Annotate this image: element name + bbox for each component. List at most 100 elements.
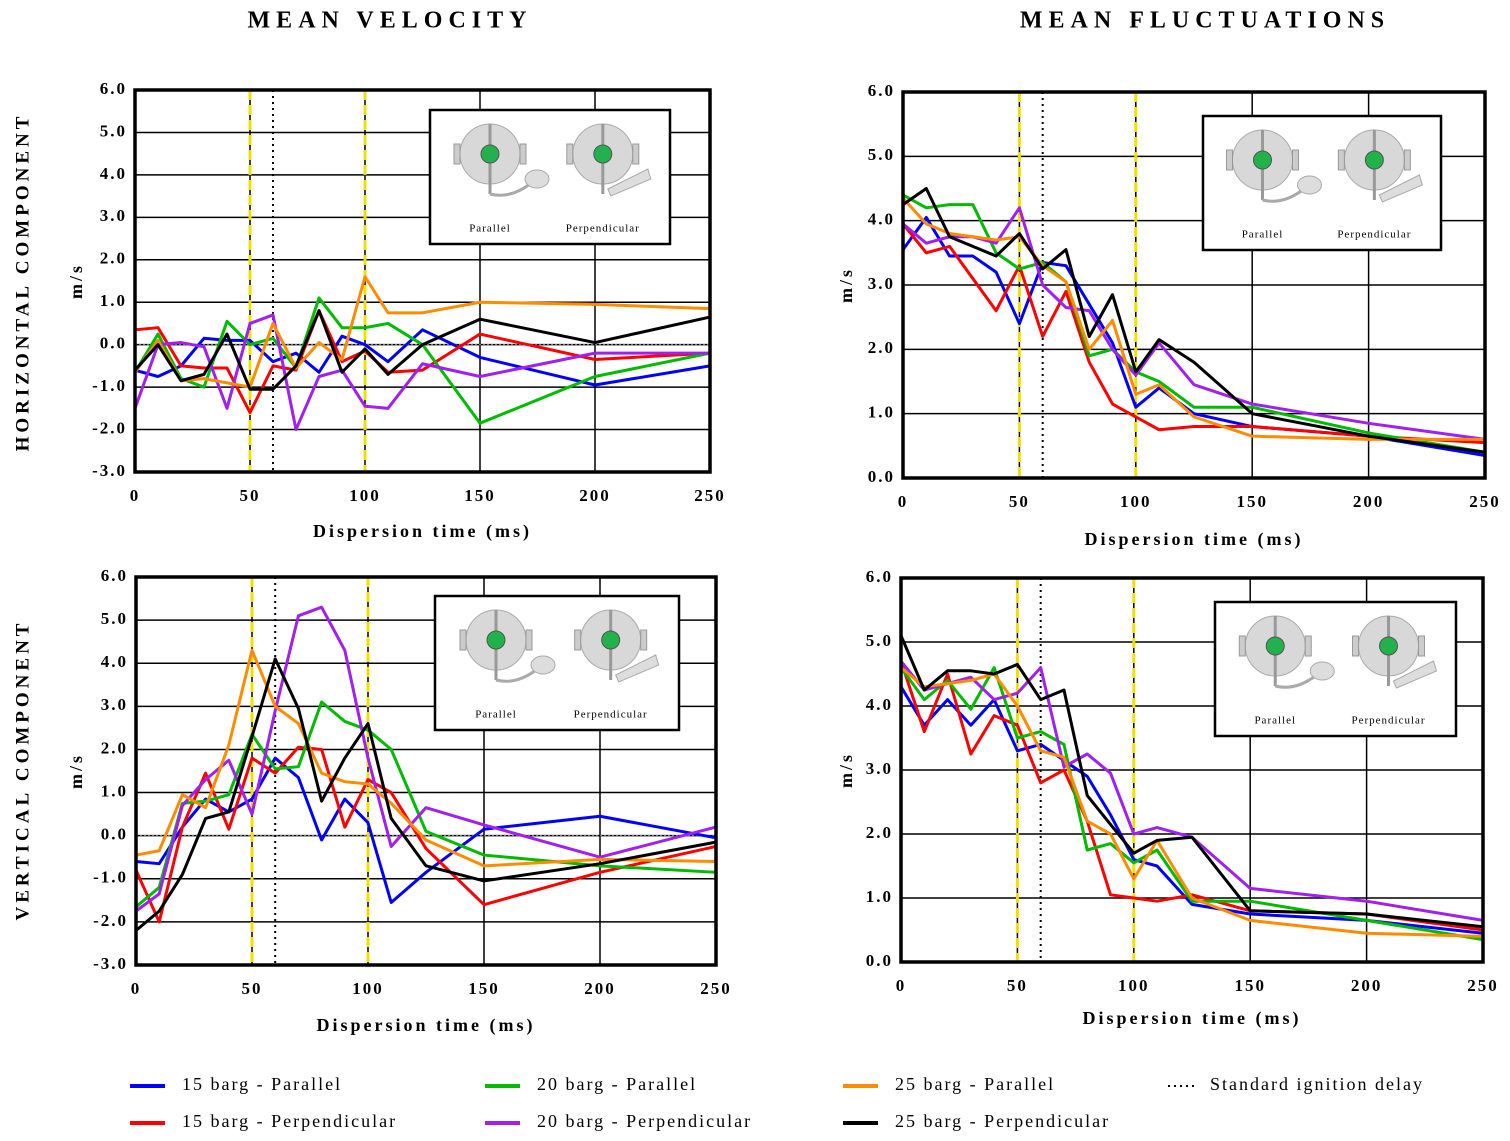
inset-port [1352, 635, 1360, 657]
series-line [133, 275, 711, 389]
x-tick-label: 0 [130, 486, 141, 505]
y-tick-label: 0.0 [101, 825, 128, 844]
legend-label: 20 barg - Parallel [537, 1074, 697, 1094]
x-axis-label: Dispersion time (ms) [1083, 1008, 1302, 1029]
series-line [133, 309, 711, 391]
inset-label: Parallel [475, 709, 517, 721]
inset-label: Parallel [1242, 229, 1284, 241]
plot-frame [133, 88, 712, 474]
inset-port [1403, 149, 1411, 171]
y-tick-label: 5.0 [868, 145, 895, 164]
inset-arm [1378, 174, 1423, 203]
legend-label: 15 barg - Parallel [182, 1074, 342, 1094]
inset-nozzle [486, 630, 506, 650]
inset-port [525, 629, 533, 651]
series-line [901, 215, 1486, 457]
y-tick-label: 5.0 [100, 121, 127, 140]
inset-label: Perpendicular [566, 223, 640, 235]
series-line [134, 328, 711, 387]
inset-port [453, 143, 461, 165]
y-tick-label: 4.0 [101, 652, 128, 671]
y-axis-label: m/s [836, 267, 856, 303]
legend-label: 20 barg - Perpendicular [537, 1111, 752, 1131]
inset-label: Perpendicular [574, 709, 648, 721]
legend-label: 15 barg - Perpendicular [182, 1111, 397, 1131]
inset-nozzle [1265, 636, 1285, 656]
plot-frame [134, 575, 718, 967]
y-tick-label: 0.0 [868, 467, 895, 486]
inset-arm [607, 168, 652, 197]
x-tick-label: 50 [1009, 492, 1030, 511]
legend-label: 25 barg - Parallel [895, 1074, 1055, 1094]
inset-port [1337, 149, 1345, 171]
x-tick-label: 200 [579, 486, 611, 505]
inset-nozzle [1364, 150, 1384, 170]
inset-port [1304, 635, 1312, 657]
inset-label: Perpendicular [1337, 229, 1411, 241]
legend-label: 25 barg - Perpendicular [895, 1111, 1110, 1131]
inset-port [519, 143, 527, 165]
inset-label: Parallel [1254, 715, 1296, 727]
y-tick-label: 6.0 [866, 567, 893, 586]
x-tick-label: 100 [349, 486, 381, 505]
series-line [135, 756, 717, 904]
x-axis-label: Dispersion time (ms) [1085, 529, 1304, 550]
x-tick-label: 200 [584, 979, 616, 998]
plot-frame [899, 576, 1485, 964]
series-line [901, 222, 1486, 445]
inset-nozzle [1379, 636, 1399, 656]
inset-bulb [524, 169, 550, 189]
x-tick-label: 250 [1467, 976, 1499, 995]
inset-nozzle [480, 144, 500, 164]
x-tick-label: 150 [468, 979, 500, 998]
series-line [133, 313, 710, 432]
y-tick-label: 5.0 [101, 609, 128, 628]
y-tick-label: 1.0 [100, 291, 127, 310]
inset-port [459, 629, 467, 651]
y-tick-label: -3.0 [93, 954, 128, 973]
inset-arm [1262, 188, 1304, 203]
row-title: VERTICAL COMPONENT [12, 620, 33, 921]
y-tick-label: -2.0 [92, 418, 127, 437]
y-tick-label: -2.0 [93, 911, 128, 930]
x-tick-label: 100 [1118, 976, 1150, 995]
x-tick-label: 250 [694, 486, 726, 505]
inset-label: Perpendicular [1351, 715, 1425, 727]
inset-port [632, 143, 640, 165]
y-tick-label: 6.0 [868, 81, 895, 100]
y-tick-label: 2.0 [866, 823, 893, 842]
x-tick-label: 0 [896, 976, 907, 995]
y-tick-label: -1.0 [92, 376, 127, 395]
series-line [135, 648, 717, 868]
series-line [135, 700, 717, 908]
inset-nozzle [593, 144, 613, 164]
series-line [902, 187, 1486, 454]
y-tick-label: 2.0 [868, 338, 895, 357]
y-axis-label: m/s [66, 753, 86, 789]
column-title: MEAN FLUCTUATIONS [1020, 8, 1390, 34]
series-line [900, 666, 1484, 938]
y-tick-label: 3.0 [866, 759, 893, 778]
x-tick-label: 150 [1236, 492, 1268, 511]
inset-port [1418, 635, 1426, 657]
y-tick-label: 2.0 [101, 738, 128, 757]
x-tick-label: 50 [240, 486, 261, 505]
y-tick-label: 1.0 [866, 887, 893, 906]
series-line [902, 206, 1486, 441]
inset-bulb [530, 655, 556, 675]
y-tick-label: -3.0 [92, 461, 127, 480]
y-tick-label: 3.0 [101, 695, 128, 714]
y-tick-label: 4.0 [866, 695, 893, 714]
y-tick-label: 0.0 [100, 334, 127, 353]
series-line [135, 605, 717, 913]
column-title: MEAN VELOCITY [248, 8, 533, 34]
y-axis-label: m/s [66, 263, 86, 299]
inset-port [1238, 635, 1246, 657]
inset-arm [615, 654, 660, 683]
x-tick-label: 100 [352, 979, 384, 998]
inset-port [574, 629, 582, 651]
legend-label: Standard ignition delay [1210, 1074, 1424, 1094]
x-tick-label: 0 [898, 492, 909, 511]
y-tick-label: 4.0 [100, 164, 127, 183]
